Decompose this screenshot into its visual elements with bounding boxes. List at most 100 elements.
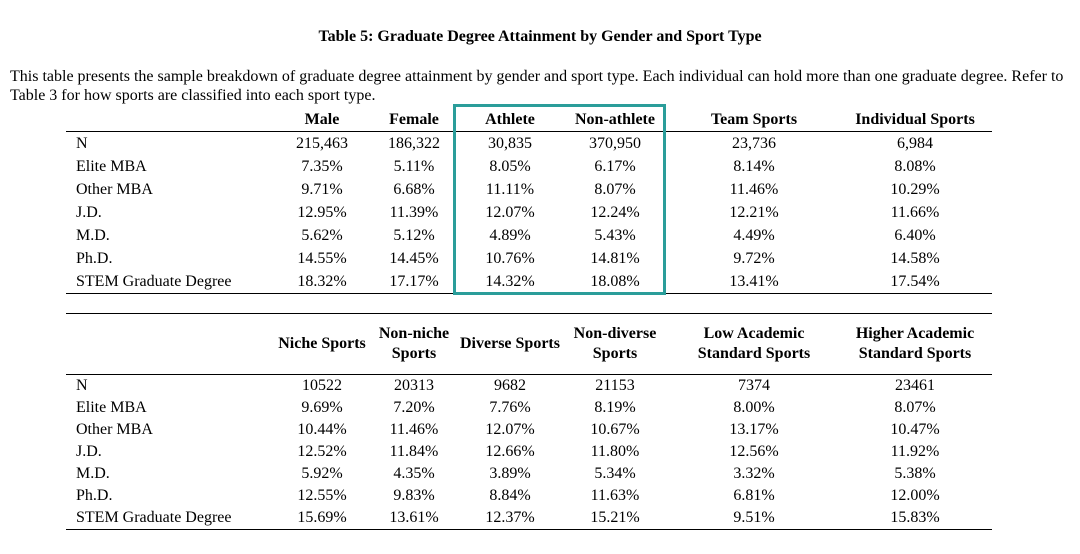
table-cell: 11.11% bbox=[485, 181, 535, 198]
table-cell: 12.52% bbox=[297, 443, 347, 460]
row-label: Other MBA bbox=[76, 421, 153, 438]
row-label: STEM Graduate Degree bbox=[76, 273, 232, 290]
table-row: STEM Graduate Degree 15.69% 13.61% 12.37% 15… bbox=[66, 507, 992, 530]
column-header: Non-athlete bbox=[575, 111, 655, 128]
table-cell: 5.11% bbox=[393, 158, 435, 175]
table-cell: 6,984 bbox=[897, 135, 933, 152]
table-title: Table 5: Graduate Degree Attainment by G… bbox=[318, 28, 762, 45]
table-row: Other MBA 9.71% 6.68% 11.11% 8.07% 11.46% 10.2… bbox=[66, 178, 992, 201]
table-cell: 8.05% bbox=[489, 158, 531, 175]
table-cell: 7374 bbox=[738, 377, 770, 394]
sport-type-table: Niche Sports Non-niche Sports Diverse Spor… bbox=[66, 313, 992, 530]
table-body: N 10522 20313 9682 21153 7374 23461 Elite MBA 9.… bbox=[66, 375, 992, 530]
table-cell: 4.49% bbox=[733, 227, 775, 244]
row-label: M.D. bbox=[76, 227, 110, 244]
column-header: Individual Sports bbox=[855, 111, 975, 128]
table-cell: 17.17% bbox=[389, 273, 439, 290]
table-cell: 7.20% bbox=[393, 399, 435, 416]
table-row: J.D. 12.95% 11.39% 12.07% 12.24% 12.21% 11.66% bbox=[66, 201, 992, 224]
table-cell: 11.46% bbox=[389, 421, 439, 438]
table-cell: 11.66% bbox=[890, 204, 940, 221]
table-row: Ph.D. 14.55% 14.45% 10.76% 14.81% 9.72% 14.58% bbox=[66, 247, 992, 270]
table-cell: 12.21% bbox=[729, 204, 779, 221]
table-cell: 8.08% bbox=[894, 158, 936, 175]
table-row: N 10522 20313 9682 21153 7374 23461 bbox=[66, 375, 992, 398]
table-cell: 20313 bbox=[394, 377, 434, 394]
row-label-header bbox=[66, 109, 276, 132]
table-cell: 8.07% bbox=[594, 181, 636, 198]
table-cell: 10.29% bbox=[890, 181, 940, 198]
table-cell: 13.17% bbox=[729, 421, 779, 438]
table-cell: 17.54% bbox=[890, 273, 940, 290]
table-cell: 186,322 bbox=[388, 135, 440, 152]
table-cell: 14.45% bbox=[389, 250, 439, 267]
table-cell: 18.08% bbox=[590, 273, 640, 290]
table-cell: 14.55% bbox=[297, 250, 347, 267]
table-cell: 4.35% bbox=[393, 465, 435, 482]
table-row: Elite MBA 9.69% 7.20% 7.76% 8.19% 8.00% 8.07% bbox=[66, 397, 992, 419]
table-row: STEM Graduate Degree 18.32% 17.17% 14.32% 18… bbox=[66, 270, 992, 294]
table-header: Niche Sports Non-niche Sports Diverse Spor… bbox=[66, 314, 992, 375]
table-cell: 7.76% bbox=[489, 399, 531, 416]
table-cell: 6.81% bbox=[733, 487, 775, 504]
table-row: J.D. 12.52% 11.84% 12.66% 11.80% 12.56% 11.92% bbox=[66, 441, 992, 463]
header-row: Niche Sports Non-niche Sports Diverse Spor… bbox=[66, 314, 992, 375]
header-row: Male Female Athlete Non-athlete Team Sports I… bbox=[66, 109, 992, 132]
table-cell: 12.37% bbox=[485, 509, 535, 526]
table-cell: 11.80% bbox=[590, 443, 640, 460]
table-row: Ph.D. 12.55% 9.83% 8.84% 11.63% 6.81% 12.00% bbox=[66, 485, 992, 507]
table-cell: 30,835 bbox=[488, 135, 532, 152]
table-cell: 15.21% bbox=[590, 509, 640, 526]
table-cell: 9682 bbox=[494, 377, 526, 394]
table-cell: 10.67% bbox=[590, 421, 640, 438]
row-label: M.D. bbox=[76, 465, 110, 482]
table-cell: 14.81% bbox=[590, 250, 640, 267]
table-cell: 9.51% bbox=[733, 509, 775, 526]
table-cell: 5.34% bbox=[594, 465, 636, 482]
row-label: Ph.D. bbox=[76, 250, 113, 267]
table-cell: 10.76% bbox=[485, 250, 535, 267]
row-label: N bbox=[76, 135, 88, 152]
table-cell: 6.17% bbox=[594, 158, 636, 175]
table-cell: 13.61% bbox=[389, 509, 439, 526]
table-cell: 9.83% bbox=[393, 487, 435, 504]
table-row: Elite MBA 7.35% 5.11% 8.05% 6.17% 8.14% 8.08% bbox=[66, 155, 992, 178]
table-cell: 12.56% bbox=[729, 443, 779, 460]
table-cell: 8.14% bbox=[733, 158, 775, 175]
table-cell: 12.07% bbox=[485, 204, 535, 221]
table-row: M.D. 5.62% 5.12% 4.89% 5.43% 4.49% 6.40% bbox=[66, 224, 992, 247]
row-label: STEM Graduate Degree bbox=[76, 509, 232, 526]
table-cell: 12.95% bbox=[297, 204, 347, 221]
table-cell: 23461 bbox=[895, 377, 935, 394]
table-cell: 12.07% bbox=[485, 421, 535, 438]
row-label: Ph.D. bbox=[76, 487, 113, 504]
table-cell: 9.71% bbox=[301, 181, 343, 198]
row-label-header bbox=[66, 314, 276, 375]
table-cell: 15.83% bbox=[890, 509, 940, 526]
table-cell: 6.40% bbox=[894, 227, 936, 244]
column-header: Team Sports bbox=[710, 111, 798, 128]
table-body: N 215,463 186,322 30,835 370,950 23,736 6,984 E… bbox=[66, 132, 992, 294]
table-caption: This table presents the sample breakdown… bbox=[10, 68, 1064, 104]
table-cell: 5.43% bbox=[594, 227, 636, 244]
table-cell: 11.63% bbox=[590, 487, 640, 504]
table-cell: 23,736 bbox=[732, 135, 776, 152]
row-label: Elite MBA bbox=[76, 399, 147, 416]
column-header: Male bbox=[304, 111, 340, 128]
table-cell: 5.38% bbox=[894, 465, 936, 482]
table-cell: 5.62% bbox=[301, 227, 343, 244]
table-cell: 14.32% bbox=[485, 273, 535, 290]
row-label: Other MBA bbox=[76, 181, 153, 198]
table-cell: 12.00% bbox=[890, 487, 940, 504]
row-label: J.D. bbox=[76, 204, 102, 221]
row-label: J.D. bbox=[76, 443, 102, 460]
table-cell: 8.07% bbox=[894, 399, 936, 416]
column-header: Niche Sports bbox=[278, 335, 366, 352]
table-row: M.D. 5.92% 4.35% 3.89% 5.34% 3.32% 5.38% bbox=[66, 463, 992, 485]
table-cell: 10522 bbox=[302, 377, 342, 394]
gender-athlete-table: Male Female Athlete Non-athlete Team Sports I… bbox=[66, 109, 992, 294]
table-cell: 13.41% bbox=[729, 273, 779, 290]
table-header: Male Female Athlete Non-athlete Team Sports I… bbox=[66, 109, 992, 132]
column-header: Non-diverse Sports bbox=[573, 325, 657, 362]
table-cell: 6.68% bbox=[393, 181, 435, 198]
